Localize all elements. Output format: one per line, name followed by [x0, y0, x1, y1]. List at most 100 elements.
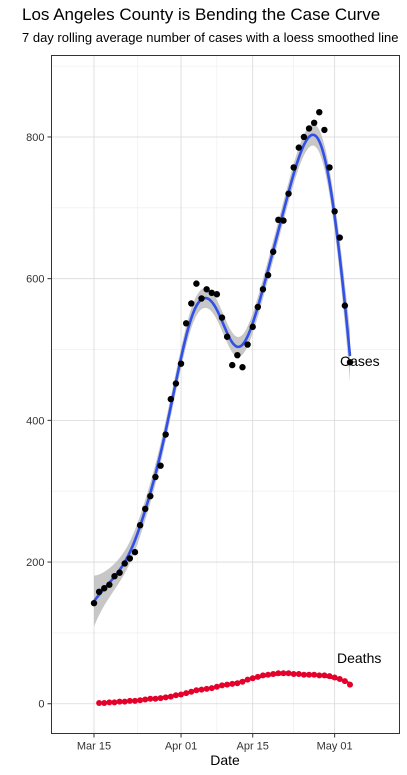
- point-cases: [341, 302, 349, 309]
- point-cases: [285, 190, 292, 197]
- point-deaths: [280, 670, 287, 677]
- point-deaths: [254, 673, 261, 680]
- annotation-deaths: Deaths: [337, 650, 381, 666]
- y-tick-label: 0: [38, 699, 44, 711]
- point-cases: [162, 431, 169, 438]
- y-tick-label: 200: [26, 557, 44, 569]
- point-deaths: [347, 681, 353, 688]
- point-deaths: [224, 681, 231, 688]
- point-cases: [326, 164, 333, 171]
- point-cases: [336, 234, 343, 241]
- x-axis-title: Date: [210, 752, 240, 768]
- point-cases: [208, 289, 215, 297]
- point-deaths: [265, 671, 272, 678]
- point-cases: [234, 351, 241, 359]
- point-deaths: [234, 680, 241, 687]
- point-deaths: [306, 671, 313, 678]
- point-cases: [193, 280, 200, 287]
- confidence-band-layer: [94, 124, 350, 627]
- point-deaths: [295, 670, 302, 677]
- point-cases: [331, 208, 338, 215]
- point-cases: [95, 588, 103, 596]
- point-deaths: [183, 690, 190, 697]
- point-deaths: [178, 691, 185, 698]
- point-deaths: [326, 673, 333, 680]
- point-cases: [126, 555, 134, 562]
- annotation-cases: Cases: [340, 353, 380, 369]
- point-cases: [131, 548, 139, 556]
- y-tick-label: 800: [26, 132, 44, 144]
- point-deaths: [167, 693, 174, 700]
- point-cases: [264, 271, 272, 279]
- point-cases: [136, 522, 144, 529]
- point-deaths: [152, 695, 159, 702]
- point-deaths: [249, 675, 256, 682]
- point-deaths: [157, 695, 164, 702]
- chart-subtitle: 7 day rolling average number of cases wi…: [22, 30, 399, 45]
- point-deaths: [331, 674, 338, 681]
- point-cases: [316, 108, 323, 116]
- y-axis: 0 200 400 600 800: [26, 132, 52, 711]
- point-cases: [270, 248, 277, 255]
- point-deaths: [290, 670, 297, 677]
- point-cases: [249, 323, 256, 331]
- point-cases: [177, 360, 185, 367]
- point-deaths: [219, 682, 225, 689]
- point-deaths: [229, 680, 236, 687]
- point-deaths: [300, 671, 307, 678]
- point-cases: [290, 164, 297, 171]
- point-cases: [239, 364, 246, 371]
- panel-border: [51, 55, 400, 734]
- point-deaths: [162, 694, 169, 701]
- point-cases: [259, 286, 267, 293]
- point-cases: [218, 314, 226, 321]
- point-cases: [101, 585, 108, 592]
- y-tick-label: 400: [26, 415, 44, 427]
- point-deaths: [188, 688, 195, 695]
- point-deaths: [116, 698, 123, 705]
- point-cases: [198, 295, 205, 302]
- point-deaths: [147, 695, 154, 702]
- point-cases: [280, 217, 287, 224]
- point-deaths: [285, 670, 292, 677]
- point-cases: [223, 333, 231, 340]
- x-tick-label: May 01: [317, 741, 353, 753]
- point-cases: [182, 320, 190, 327]
- point-deaths: [172, 692, 179, 699]
- point-cases: [152, 473, 159, 481]
- point-deaths: [111, 699, 118, 706]
- point-cases: [213, 291, 221, 298]
- point-cases: [121, 560, 128, 567]
- smooth-line-cases: [92, 133, 352, 602]
- point-deaths: [239, 678, 246, 685]
- point-deaths: [270, 670, 277, 677]
- x-tick-label: Apr 15: [237, 741, 269, 753]
- point-deaths: [137, 697, 144, 704]
- point-cases: [90, 599, 98, 607]
- plot-panel: [51, 55, 400, 734]
- x-tick-label: Mar 15: [77, 741, 111, 753]
- point-cases: [203, 286, 210, 293]
- point-deaths: [198, 686, 205, 693]
- point-deaths: [311, 671, 318, 678]
- point-cases: [300, 133, 308, 141]
- point-deaths: [316, 672, 323, 679]
- point-deaths: [259, 672, 266, 679]
- point-deaths: [341, 678, 348, 685]
- point-deaths: [131, 697, 138, 704]
- point-cases: [244, 341, 251, 348]
- grid-minor: [51, 55, 400, 734]
- confidence-band-cases: [94, 124, 350, 627]
- chart-title: Los Angeles County is Bending the Case C…: [22, 5, 380, 24]
- point-cases: [147, 492, 154, 500]
- point-deaths: [321, 672, 328, 679]
- point-deaths: [142, 696, 149, 703]
- y-tick-label: 600: [26, 274, 44, 286]
- point-cases: [254, 303, 262, 311]
- point-cases: [310, 119, 318, 127]
- point-cases: [157, 462, 164, 469]
- point-cases: [275, 216, 282, 224]
- point-deaths: [203, 685, 210, 692]
- point-deaths: [213, 683, 220, 690]
- point-cases: [305, 125, 313, 132]
